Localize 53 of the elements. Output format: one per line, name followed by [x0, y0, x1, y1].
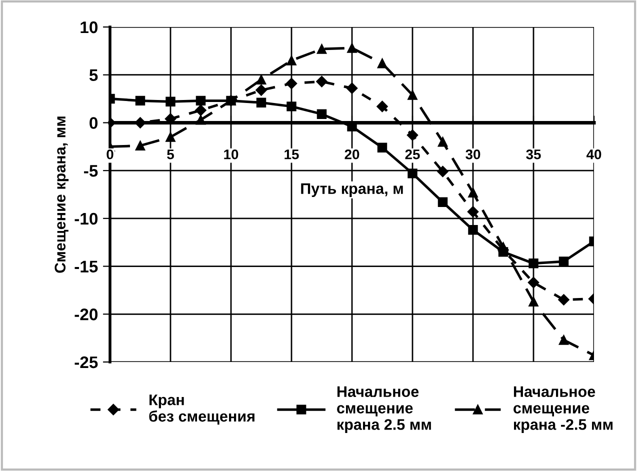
point [377, 142, 388, 152]
point [316, 44, 327, 54]
x-tick-label: 0 [106, 149, 114, 160]
legend-label: Начальное смещение крана -2.5 мм [514, 386, 612, 433]
y-tick-label: -5 [84, 165, 98, 177]
x-tick-label: 20 [344, 149, 360, 160]
y-tick-label: -15 [74, 260, 98, 272]
y-tick-label: 0 [90, 117, 98, 129]
point [438, 136, 448, 147]
point [438, 197, 448, 208]
point [196, 96, 206, 106]
x-tick-label: 25 [405, 149, 420, 160]
point [377, 58, 388, 68]
legend-label: Кран без смещения [149, 394, 254, 425]
point [256, 98, 266, 108]
point [196, 114, 206, 125]
point [134, 117, 146, 128]
point [286, 102, 296, 112]
x-tick-label: 5 [167, 150, 174, 160]
y-tick-label: 10 [80, 21, 98, 34]
legend-label: Начальное смещение крана 2.5 мм [337, 386, 431, 433]
point [376, 100, 388, 112]
point [135, 96, 146, 106]
point [558, 294, 570, 306]
x-tick-label: 15 [284, 150, 299, 160]
y-tick-label: -25 [74, 356, 98, 368]
point [468, 225, 478, 235]
point [195, 104, 206, 116]
y-tick-label: -10 [74, 212, 98, 225]
x-tick-label: 40 [586, 149, 602, 160]
point [558, 256, 569, 266]
point [528, 258, 538, 268]
point [558, 335, 569, 345]
point [256, 84, 267, 96]
point [346, 82, 358, 94]
point [316, 109, 327, 119]
point [467, 206, 479, 218]
point [408, 168, 418, 178]
point [437, 166, 448, 178]
point [408, 90, 418, 100]
x-tick-label: 35 [526, 149, 541, 160]
point [316, 76, 328, 88]
point [256, 74, 266, 85]
point [166, 96, 176, 107]
y-tick-label: -20 [74, 308, 98, 320]
point [135, 140, 146, 151]
y-tick-label: 5 [89, 69, 98, 82]
x-axis-title: Путь крана, м [301, 183, 403, 198]
y-axis-title: Смещение крана, мм [54, 116, 69, 273]
point [406, 130, 418, 141]
x-tick-label: 30 [466, 149, 480, 160]
x-tick-label: 10 [224, 149, 238, 160]
point [498, 242, 508, 252]
